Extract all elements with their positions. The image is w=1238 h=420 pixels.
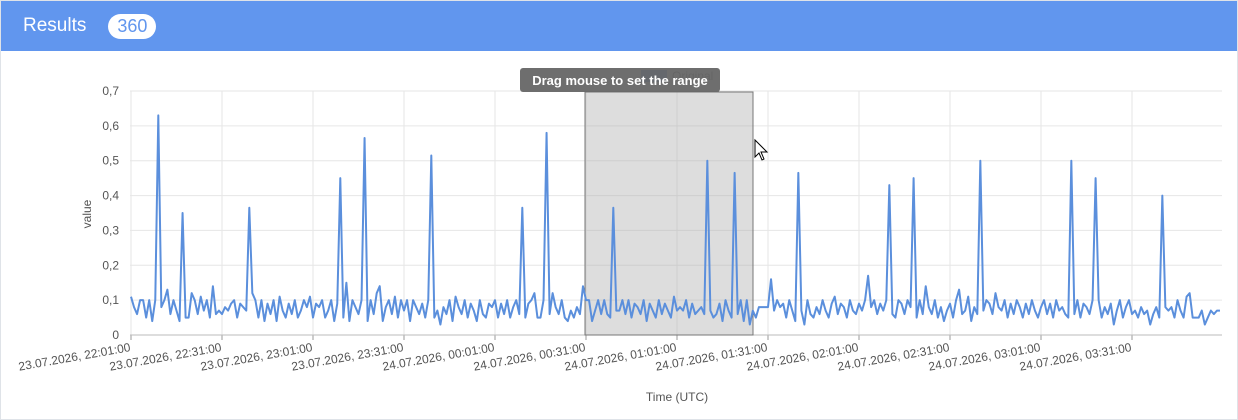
x-axis-title: Time (UTC)	[646, 390, 708, 404]
y-tick-label: 0,5	[102, 154, 119, 168]
data-line	[130, 114, 1220, 326]
header-title: Results	[23, 15, 87, 36]
y-tick-label: 0,4	[102, 189, 119, 203]
tooltip: Drag mouse to set the range	[532, 73, 708, 88]
count-badge: 360	[108, 13, 157, 39]
tooltip-box	[520, 68, 720, 92]
y-tick-label: 0,7	[102, 84, 119, 98]
header: Results 360	[1, 1, 1237, 51]
y-tick-label: 0	[112, 328, 119, 342]
y-axis-title: value	[80, 199, 94, 228]
y-tick-label: 0,1	[102, 293, 119, 307]
y-tick-label: 0,2	[102, 258, 119, 272]
y-tick-label: 0,6	[102, 119, 119, 133]
y-tick-label: 0,3	[102, 223, 119, 237]
mouse-cursor	[754, 138, 769, 161]
